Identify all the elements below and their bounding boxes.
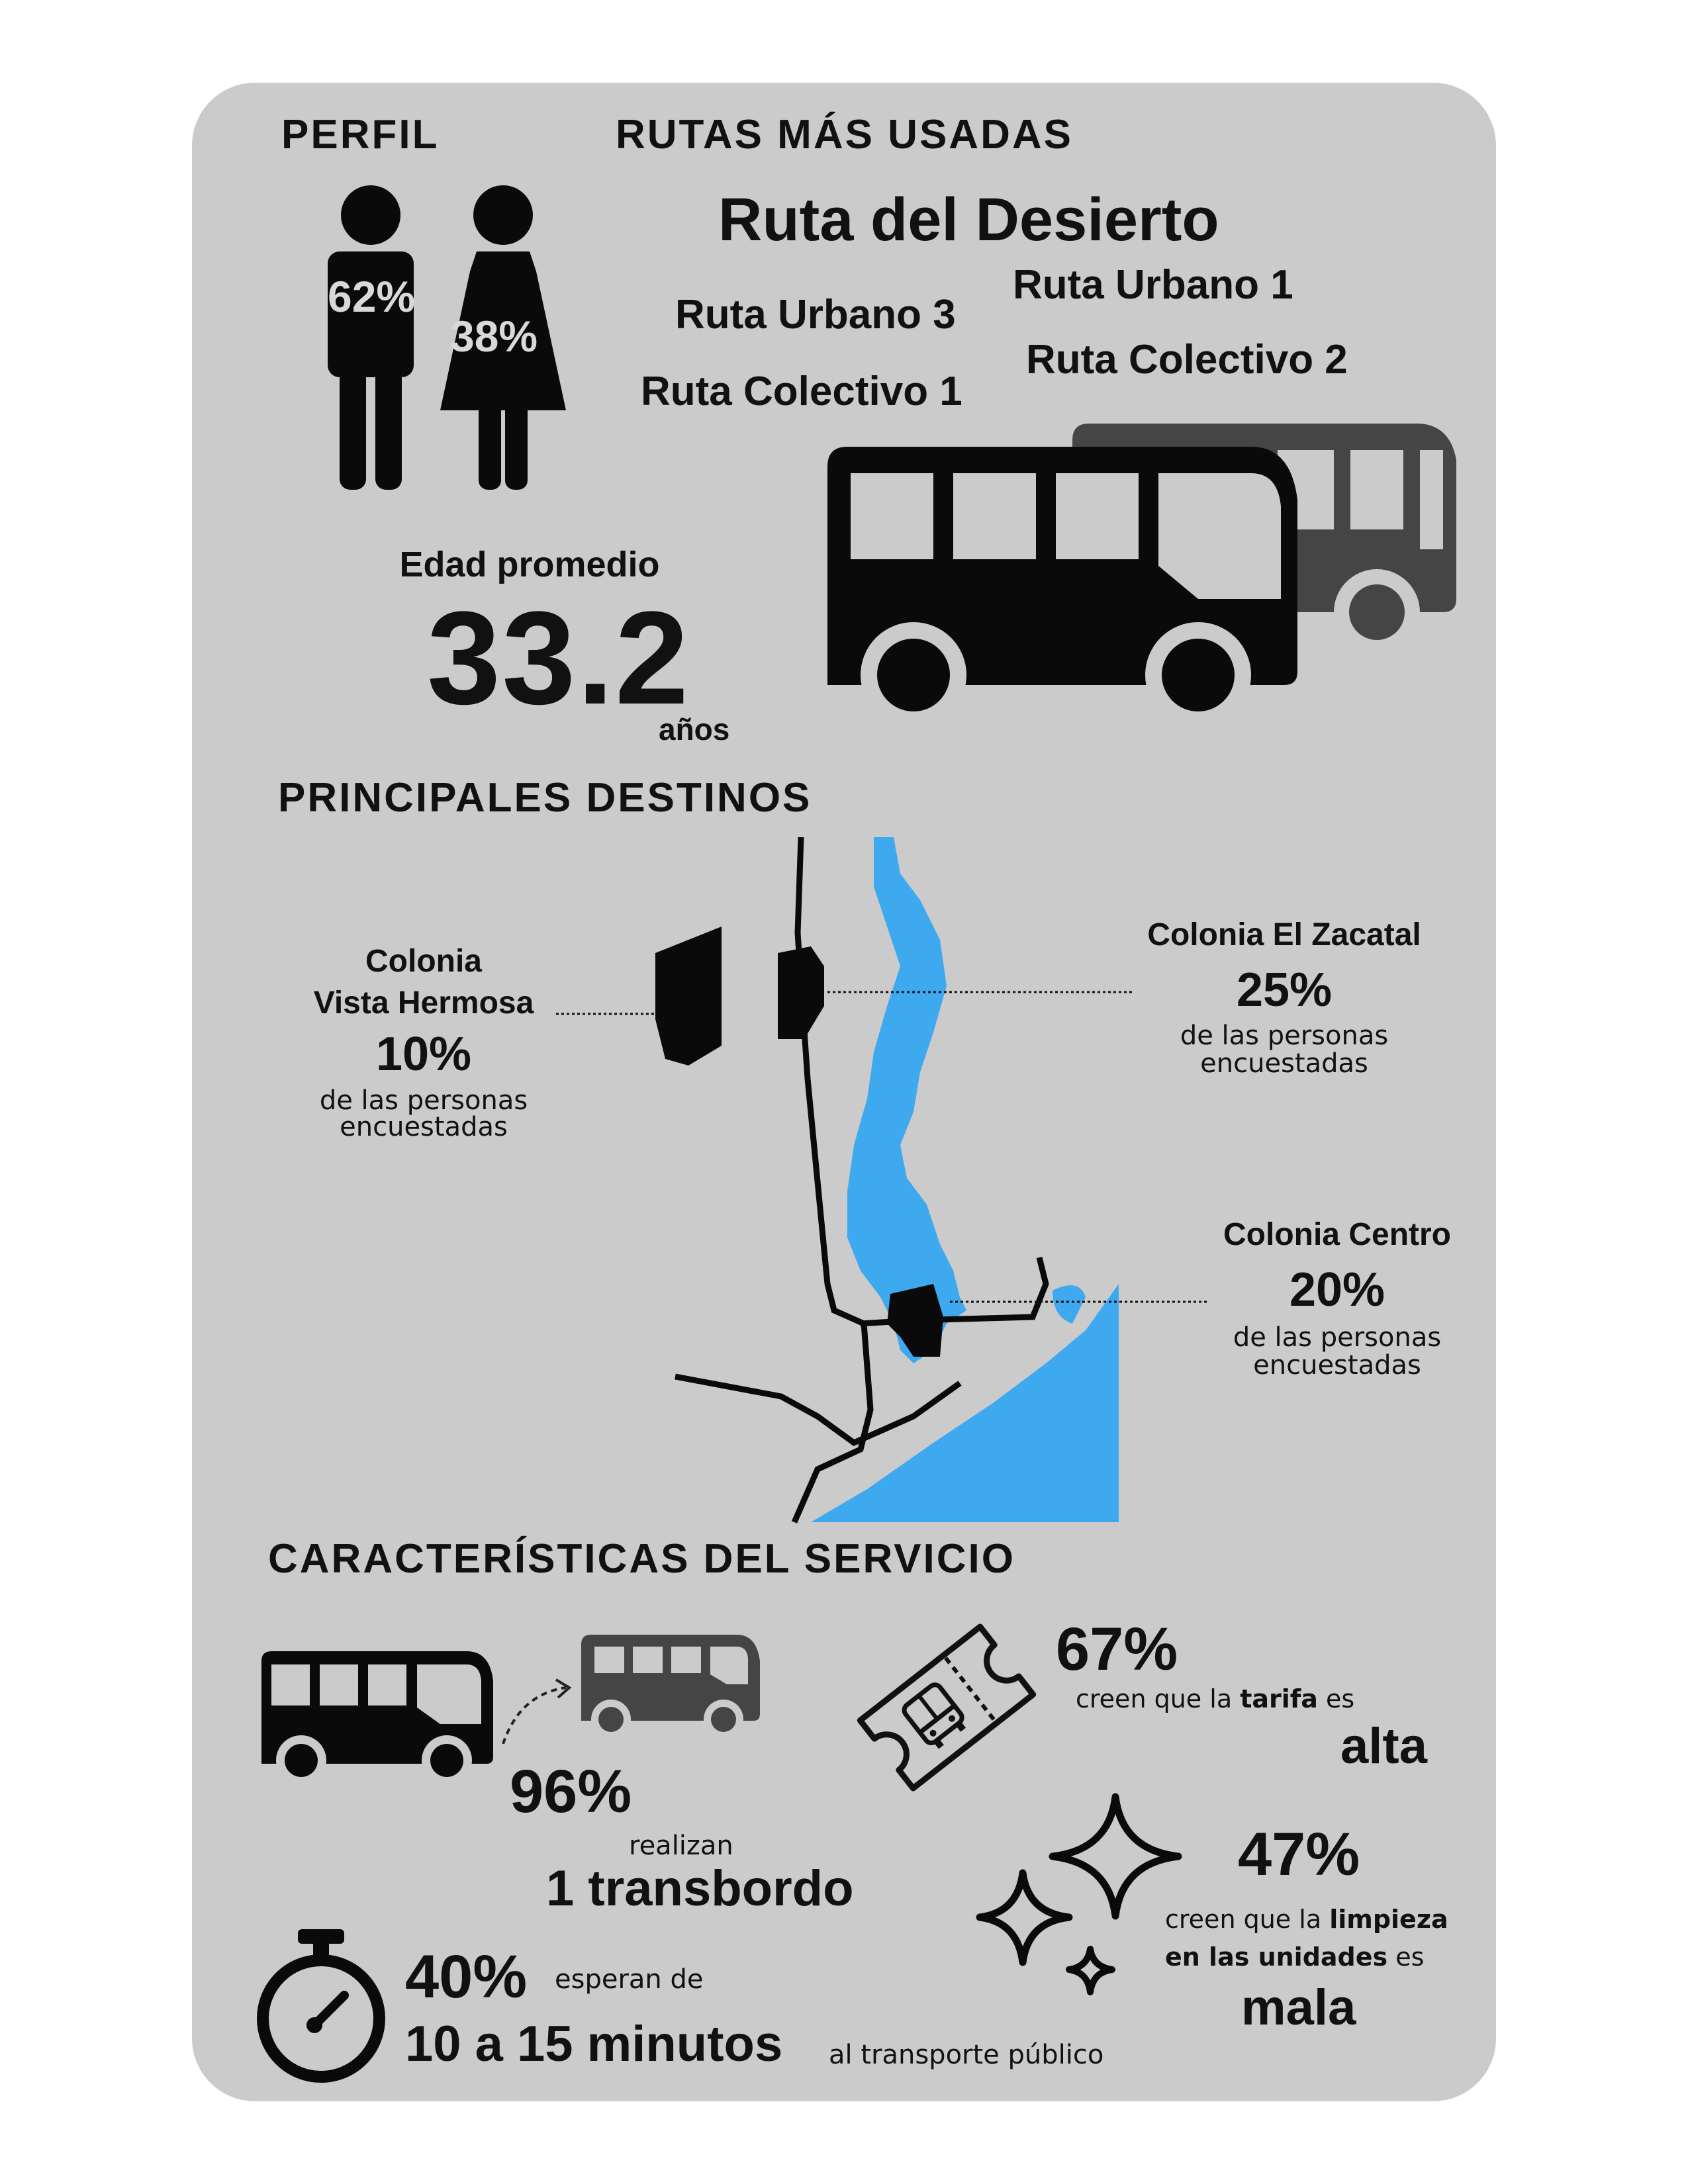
- transbordo-label: realizan: [629, 1831, 733, 1861]
- tarifa-keyword: tarifa: [1240, 1684, 1318, 1713]
- centro-sub-line1: de las personas: [1233, 1322, 1442, 1353]
- zacatal-sub-line2: encuestadas: [1200, 1048, 1368, 1079]
- vista-name-line1: Colonia: [365, 944, 482, 979]
- destinos-title: PRINCIPALES DESTINOS: [278, 775, 812, 821]
- rutas-title: RUTAS MÁS USADAS: [616, 112, 1073, 158]
- infographic-card: [192, 83, 1496, 2101]
- espera-label: esperan de: [555, 1964, 704, 1995]
- male-percentage: 62%: [328, 272, 416, 321]
- transbordo-value: 1 transbordo: [546, 1860, 854, 1917]
- espera-percentage: 40%: [405, 1943, 528, 2011]
- vista-sub-line2: encuestadas: [340, 1112, 508, 1142]
- tarifa-percentage: 67%: [1056, 1615, 1178, 1683]
- age-value: 33.2: [427, 584, 690, 732]
- female-person-icon: [440, 185, 566, 490]
- male-person-icon: [328, 185, 414, 490]
- zacatal-sub-line1: de las personas: [1180, 1021, 1389, 1051]
- centro-sub-line2: encuestadas: [1253, 1350, 1421, 1381]
- leader-line-centro: [950, 1300, 1208, 1303]
- limpieza-line2: en las unidades es: [1165, 1942, 1424, 1972]
- limpieza-value: mala: [1241, 1979, 1356, 2036]
- route-colectivo-1: Ruta Colectivo 1: [641, 369, 962, 414]
- vista-percentage: 10%: [375, 1028, 472, 1081]
- centro-percentage: 20%: [1289, 1263, 1385, 1316]
- bus-front-icon: [827, 447, 1297, 728]
- limpieza-keyword-2: en las unidades: [1165, 1942, 1388, 1972]
- limpieza-keyword-1: limpieza: [1329, 1905, 1448, 1934]
- age-unit: años: [659, 712, 730, 747]
- sparkle-icon: [976, 1793, 1182, 1995]
- tarifa-post: es: [1317, 1684, 1355, 1713]
- perfil-title: PERFIL: [281, 112, 440, 158]
- transfer-arrow-icon: [502, 1678, 572, 1745]
- female-percentage: 38%: [450, 312, 538, 361]
- espera-suffix: al transporte público: [829, 2040, 1104, 2070]
- vista-sub-line1: de las personas: [319, 1085, 528, 1116]
- limpieza-percentage: 47%: [1238, 1821, 1360, 1888]
- transbordo-percentage: 96%: [510, 1758, 632, 1825]
- destinations-map: [655, 837, 1119, 1524]
- zacatal-name: Colonia El Zacatal: [1147, 917, 1421, 952]
- leader-line-zacatal: [827, 991, 1132, 993]
- vista-name-line2: Vista Hermosa: [313, 985, 534, 1021]
- bus-small-icon: [581, 1635, 760, 1739]
- route-colectivo-2: Ruta Colectivo 2: [1026, 337, 1348, 383]
- centro-name: Colonia Centro: [1223, 1217, 1451, 1252]
- leader-line-vista: [556, 1013, 655, 1015]
- route-top: Ruta del Desierto: [718, 186, 1219, 253]
- tarifa-sentence: creen que la tarifa es: [1076, 1684, 1354, 1713]
- bus-ticket-icon: [857, 1623, 1037, 1792]
- stopwatch-icon: [257, 1929, 385, 2083]
- route-urbano-1: Ruta Urbano 1: [1013, 262, 1293, 308]
- bus-large-icon: [261, 1651, 493, 1786]
- espera-value: 10 a 15 minutos: [405, 2016, 783, 2072]
- limpieza-pre: creen que la: [1165, 1905, 1330, 1934]
- tarifa-pre: creen que la: [1076, 1684, 1241, 1713]
- route-urbano-3: Ruta Urbano 3: [675, 292, 956, 338]
- limpieza-line1: creen que la limpieza: [1165, 1905, 1448, 1934]
- servicio-title: CARACTERÍSTICAS DEL SERVICIO: [268, 1536, 1015, 1582]
- limpieza-post: es: [1387, 1942, 1425, 1972]
- tarifa-value: alta: [1340, 1718, 1427, 1774]
- age-label: Edad promedio: [399, 545, 660, 584]
- zacatal-percentage: 25%: [1236, 964, 1333, 1017]
